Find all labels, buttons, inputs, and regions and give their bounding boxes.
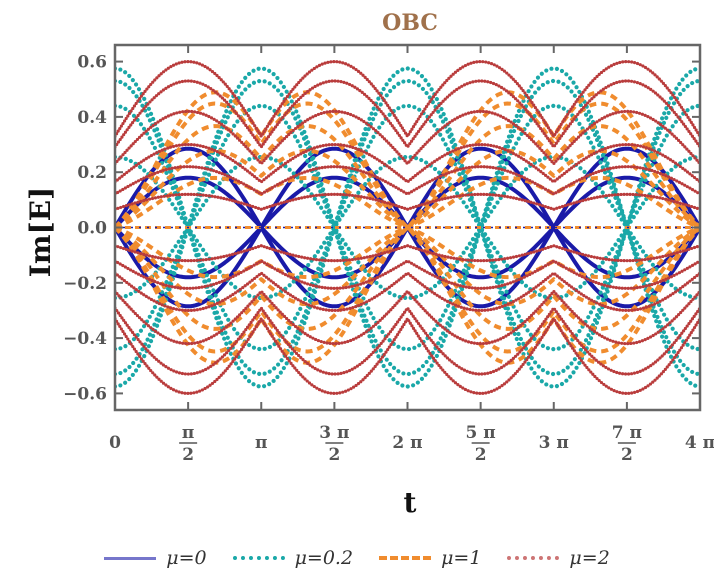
- series-line-3-2-neg: [115, 289, 700, 346]
- series-line-3-2-pos: [115, 109, 700, 166]
- x-tick-label-numerator: 3 π: [319, 423, 349, 443]
- series-line-1-1-neg: [115, 225, 700, 377]
- x-tick-label-numerator: 7 π: [612, 423, 642, 443]
- x-tick-label: π: [255, 433, 267, 453]
- legend-label: μ=1: [441, 547, 482, 569]
- legend: μ=0 μ=0.2 μ=1 μ=2: [0, 540, 714, 576]
- series-line-1-2-neg: [115, 225, 700, 352]
- series-line-3-4-neg: [115, 259, 700, 290]
- series-line-3-1-pos: [115, 79, 700, 149]
- series-line-1-1-pos: [115, 78, 700, 230]
- legend-item-mu-0: μ=0: [104, 547, 207, 569]
- x-tick-label: 2 π: [392, 433, 422, 453]
- series-line-3-5-pos: [115, 192, 700, 211]
- x-axis-label: t: [404, 486, 417, 519]
- series-line-2-0-pos: [115, 90, 700, 230]
- x-tick-label-denominator: 2: [475, 445, 487, 465]
- series-line-2-1-pos: [115, 101, 700, 230]
- y-tick-label: −0.6: [63, 384, 107, 404]
- legend-swatch-dashed: [379, 556, 432, 560]
- legend-label: μ=2: [569, 547, 610, 569]
- y-tick-label: −0.2: [63, 274, 107, 294]
- x-tick-label-numerator: 5 π: [466, 423, 496, 443]
- legend-item-mu-2: μ=2: [507, 547, 610, 569]
- x-tick-label-numerator: π: [182, 423, 194, 443]
- chart-title: OBC: [382, 10, 438, 36]
- series-line-1-3-pos: [115, 154, 700, 230]
- y-tick-label: 0.0: [77, 219, 107, 239]
- chart-svg: OBC Im[E] t 0.60.40.20.0−0.2−0.4−0.60 π2π…: [24, 10, 714, 519]
- series-line-3-0-pos: [115, 59, 700, 138]
- y-axis-label: Im[E]: [24, 187, 57, 278]
- y-tick-label: 0.6: [77, 53, 107, 73]
- legend-item-mu-1: μ=1: [379, 547, 481, 569]
- x-tick-label-denominator: 2: [621, 445, 633, 465]
- y-tick-label: −0.4: [63, 329, 107, 349]
- series-group: [115, 59, 700, 396]
- series-line-1-3-neg: [115, 225, 700, 301]
- legend-label: μ=0.2: [294, 547, 354, 569]
- series-line-1-2-pos: [115, 103, 700, 230]
- y-tick-label: 0.4: [77, 108, 107, 128]
- series-line-3-3-neg: [115, 271, 700, 313]
- series-line-2-1-neg: [115, 225, 700, 354]
- series-line-3-4-pos: [115, 165, 700, 196]
- x-tick-label: 4 π: [685, 433, 714, 453]
- series-line-3-0-neg: [115, 317, 700, 396]
- legend-swatch-dotted: [232, 556, 285, 560]
- y-axis-label-group: Im[E]: [24, 187, 57, 278]
- legend-item-mu-0-2: μ=0.2: [232, 547, 354, 569]
- y-tick-label: 0.2: [77, 163, 107, 183]
- x-tick-label: 3 π: [539, 433, 569, 453]
- series-line-2-0-neg: [115, 225, 700, 365]
- series-line-3-5-neg: [115, 244, 700, 263]
- x-tick-label-denominator: 2: [182, 445, 194, 465]
- series-line-3-1-neg: [115, 306, 700, 376]
- x-tick-label: 0: [109, 433, 121, 453]
- legend-swatch-solid: [104, 556, 157, 560]
- legend-swatch-densedot: [507, 556, 560, 560]
- legend-label: μ=0: [166, 547, 207, 569]
- series-line-3-3-pos: [115, 142, 700, 184]
- x-tick-label-denominator: 2: [328, 445, 340, 465]
